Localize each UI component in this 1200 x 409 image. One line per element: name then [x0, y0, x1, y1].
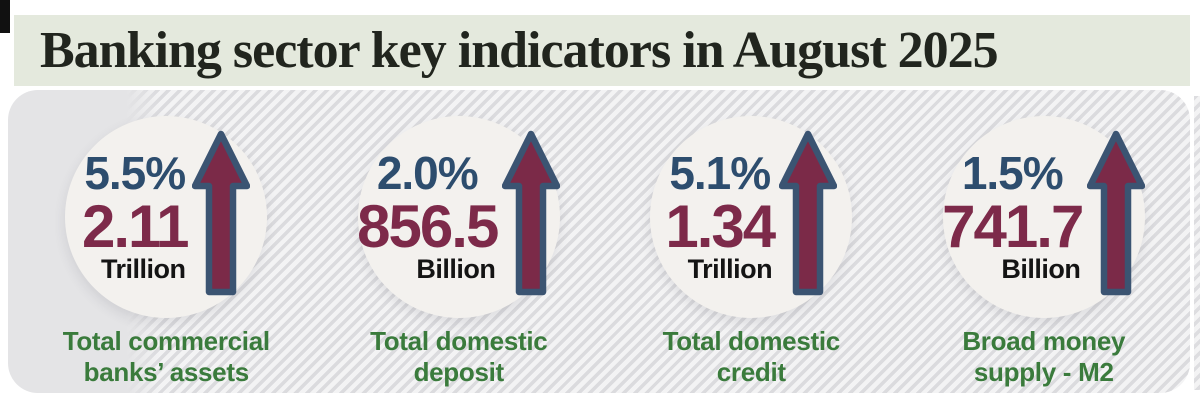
indicator-label-line1: Broad money: [962, 326, 1126, 356]
indicator-card-credit: 5.1% 1.34 Trillion Total domestic credit: [605, 90, 898, 393]
indicator-card-deposit: 2.0% 856.5 Billion Total domestic deposi…: [313, 90, 606, 393]
up-arrow-icon: [779, 130, 838, 296]
indicator-label-line1: Total domestic: [662, 326, 841, 356]
indicator-value: 856.5: [357, 192, 499, 260]
indicator-label-line2: banks’ assets: [83, 357, 250, 388]
indicator-label-line2: deposit: [413, 357, 505, 388]
indicator-unit: Trillion: [100, 253, 186, 284]
indicator-stats: 5.5% 2.11 Trillion: [82, 146, 189, 285]
indicator-value: 2.11: [82, 192, 189, 260]
right-edge-crop-sliver: [1194, 96, 1200, 390]
indicator-unit: Billion: [416, 253, 496, 284]
indicator-label: Total domestic deposit: [370, 326, 548, 388]
indicator-value: 1.34: [665, 192, 776, 260]
percent-change: 5.1%: [669, 146, 771, 199]
up-arrow-icon: [192, 130, 251, 296]
indicator-label: Total domestic credit: [662, 326, 841, 388]
indicator-label-line1: Total commercial: [62, 326, 270, 356]
indicator-label-line1: Total domestic: [370, 326, 548, 356]
indicator-circle: 5.1% 1.34 Trillion: [650, 116, 853, 318]
indicator-stats: 1.5% 741.7 Billion: [942, 146, 1084, 285]
percent-change: 5.5%: [84, 146, 186, 199]
percent-change: 1.5%: [961, 146, 1064, 199]
indicator-stats: 5.1% 1.34 Trillion: [665, 146, 776, 285]
up-arrow-icon: [502, 130, 561, 296]
indicator-label: Broad money supply - M2: [962, 326, 1125, 388]
page-title: Banking sector key indicators in August …: [40, 22, 999, 79]
indicator-circle: 1.5% 741.7 Billion: [942, 116, 1146, 318]
indicator-unit: Trillion: [687, 253, 773, 284]
indicator-card-assets: 5.5% 2.11 Trillion Total commercial bank…: [20, 90, 313, 393]
indicator-label-line2: credit: [716, 357, 786, 388]
indicator-circle: 5.5% 2.11 Trillion: [65, 116, 268, 318]
up-arrow-icon: [1087, 130, 1146, 296]
indicator-label: Total commercial banks’ assets: [63, 326, 270, 388]
indicator-value: 741.7: [942, 192, 1084, 260]
indicator-circle: 2.0% 856.5 Billion: [357, 116, 561, 318]
percent-change: 2.0%: [376, 146, 479, 199]
indicator-label-line2: supply - M2: [973, 357, 1114, 388]
indicator-stats: 2.0% 856.5 Billion: [357, 146, 499, 285]
corner-crop-mark: [0, 0, 10, 33]
indicator-card-m2: 1.5% 741.7 Billion Broad money supply - …: [898, 90, 1191, 393]
indicators-panel: 5.5% 2.11 Trillion Total commercial bank…: [8, 90, 1190, 393]
header-band: Banking sector key indicators in August …: [14, 15, 1190, 86]
indicator-unit: Billion: [1001, 253, 1081, 284]
